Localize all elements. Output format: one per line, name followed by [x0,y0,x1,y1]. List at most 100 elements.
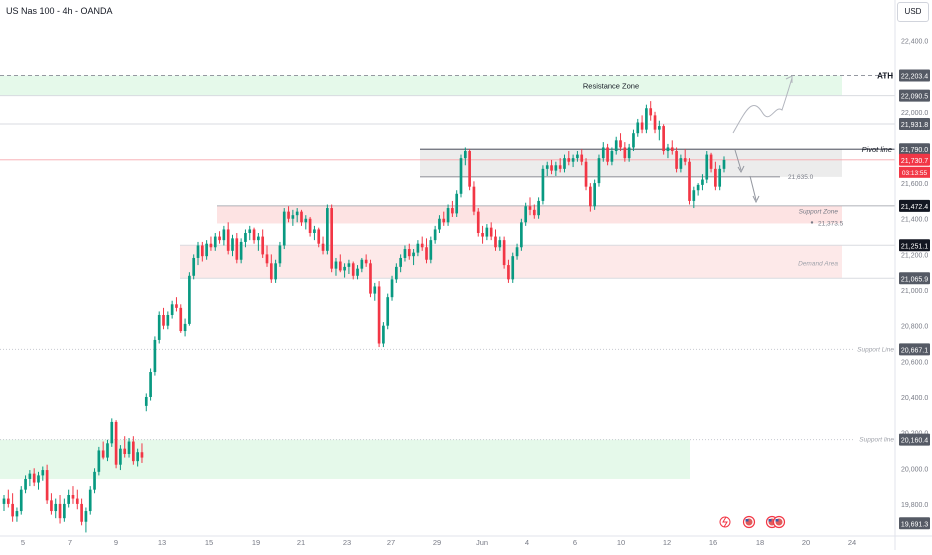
candle [528,197,532,216]
candle [433,225,437,244]
candle-body [2,498,6,504]
x-tick-label: 20 [802,538,810,547]
candle [636,118,640,137]
candle-body [524,206,528,223]
currency-button[interactable]: USD [897,2,929,22]
x-tick-label: 6 [573,538,577,547]
candle-body [28,473,32,479]
candle [632,129,635,152]
candle [170,300,174,319]
y-tick-label: 20,000.0 [901,466,928,473]
candle-body [662,126,665,152]
candle-body [15,511,19,517]
candle [584,158,588,191]
candle [88,486,92,515]
candle [192,254,196,280]
candle [58,495,62,524]
candle [123,436,127,458]
candle [252,227,256,244]
y-tick-label: 20,600.0 [901,359,928,366]
candle-body [257,236,260,241]
price-tag: 21,472.4 [899,199,930,212]
candle [472,181,476,216]
candle [101,441,105,460]
candle [343,263,346,278]
y-tick-label: 22,000.0 [901,110,928,117]
candle-body [377,286,381,344]
candle-body [407,249,411,257]
candle [425,238,428,264]
candle-body [476,211,480,234]
candle-body [183,323,187,332]
candle [550,159,553,175]
candle [601,142,605,162]
y-tick-label: 21,000.0 [901,288,928,295]
candle [614,136,618,155]
candle-body [610,151,614,162]
candle [610,147,614,166]
candle [489,222,493,241]
candle-body [645,108,648,130]
candle [15,507,19,522]
price-tag: 20,667.1 [899,343,930,356]
candle-body [606,147,609,162]
candle [623,142,627,162]
candle-body [722,159,726,169]
flag-canton [775,519,779,522]
candle-body [300,211,303,223]
candle [657,120,661,141]
price-tag: 21,065.9 [899,272,930,285]
support-line-label-upper: Support Line [857,346,894,353]
candle [313,225,316,241]
candle [179,304,183,333]
candle [412,249,415,266]
price-tag-label: 21,065.9 [901,276,928,283]
candle-body [41,470,45,476]
candle-body [213,236,217,248]
candle [196,241,200,266]
candle-body [537,200,540,216]
price-tag-bg [899,153,930,166]
candle [524,202,528,226]
candle-body [390,279,394,298]
lightning-bolt-icon [722,516,728,528]
candle [24,475,27,494]
price-tag: 21,790.0 [899,143,930,156]
candle-body [511,256,515,280]
candle-body [584,161,588,187]
candle [67,489,71,508]
candle [110,418,114,447]
candle-body [709,154,713,169]
candle [75,489,79,510]
candle-body [545,165,549,169]
demand-area-label: Demand Area [798,260,838,267]
candle [438,215,441,234]
candle [127,437,131,458]
candle [41,466,45,481]
candle-body [101,450,105,458]
candle-body [632,133,635,148]
candle [683,149,687,166]
candle [416,240,420,257]
candle-body [653,115,657,130]
pivot-line-label: Pivot line [862,145,892,154]
candle-body [209,243,213,248]
candle [2,495,6,512]
price-tag-label: 21,251.1 [901,243,928,250]
candle [269,254,273,283]
candle [675,147,678,173]
support-zone-dot [810,221,814,224]
price-tag-label: 20,160.4 [901,438,928,445]
candle-body [153,339,157,373]
candle [709,152,713,173]
candle [360,257,364,273]
x-tick-label: 19 [252,538,260,547]
candle-body [239,241,243,260]
candle-body [455,193,459,214]
x-tick-label: 13 [158,538,166,547]
candle-body [433,229,437,241]
candle-body [369,263,372,294]
candle [390,275,394,301]
